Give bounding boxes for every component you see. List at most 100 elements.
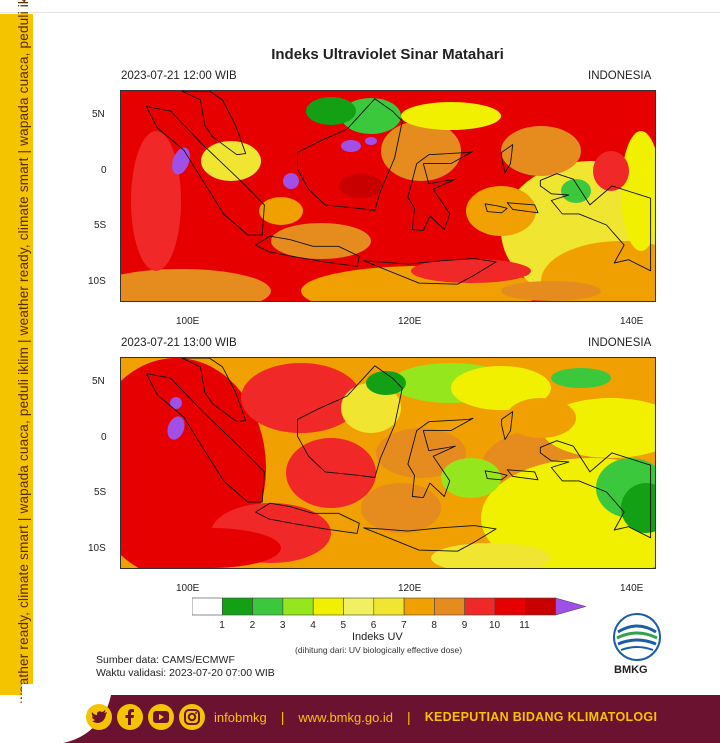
- colorbar-swatch: [494, 597, 526, 616]
- lat-tick: 5N: [92, 376, 105, 387]
- lat-tick: 5N: [92, 109, 105, 120]
- lat-tick: 5S: [94, 220, 107, 231]
- footer-separator: |: [280, 709, 285, 725]
- uv-colorbar: [192, 597, 587, 616]
- uv-contour-patch: [283, 173, 299, 189]
- lat-tick: 10S: [88, 543, 106, 554]
- lon-tick: 120E: [398, 583, 422, 594]
- colorbar-tick-label: 1: [219, 620, 225, 631]
- uv-contour-patch: [366, 371, 406, 395]
- website-link[interactable]: www.bmkg.go.id: [298, 709, 394, 725]
- uv-contour-patch: [341, 140, 361, 152]
- data-source: Sumber data: CAMS/ECMWF Waktu validasi: …: [96, 654, 275, 680]
- colorbar-swatch: [403, 597, 435, 616]
- top-divider: [0, 12, 720, 13]
- uv-contour-patch: [593, 151, 629, 191]
- coastline: [539, 440, 652, 539]
- uv-contour-patch: [121, 269, 271, 301]
- uv-contour-patch: [561, 179, 591, 203]
- lat-tick: 0: [101, 432, 107, 443]
- bmkg-logo: [613, 613, 661, 661]
- colorbar-tick-label: 10: [489, 620, 501, 631]
- coastline: [181, 358, 247, 423]
- colorbar-swatch: [373, 597, 405, 616]
- colorbar-swatch: [192, 597, 223, 616]
- coastline: [255, 502, 360, 534]
- colorbar-swatch: [343, 597, 375, 616]
- lon-tick: 100E: [176, 583, 200, 594]
- lon-tick: 120E: [398, 316, 422, 327]
- uv-contour-patch: [381, 121, 461, 181]
- colorbar-tick-label: 8: [431, 620, 437, 631]
- colorbar-tick-label: 9: [461, 620, 468, 631]
- uv-contour-patch: [201, 141, 261, 181]
- colorbar-overflow-arrow: [555, 597, 587, 616]
- colorbar-swatch: [221, 597, 253, 616]
- uv-contour-patch: [241, 363, 361, 433]
- colorbar-tick-label: 11: [519, 620, 530, 631]
- uv-contour-patch: [621, 483, 655, 533]
- uv-contour-patch: [411, 259, 531, 283]
- coastline: [255, 235, 360, 267]
- coastline: [501, 144, 514, 173]
- coastline: [145, 373, 265, 503]
- colorbar-tick-label: 7: [401, 620, 407, 631]
- lat-tick: 10S: [88, 276, 106, 287]
- lon-tick: 140E: [620, 583, 644, 594]
- instagram-icon[interactable]: [179, 704, 205, 730]
- colorbar-tick-label: 2: [249, 620, 256, 631]
- colorbar-swatch: [524, 597, 556, 616]
- lon-tick: 140E: [620, 316, 644, 327]
- uv-contour-patch: [551, 368, 611, 388]
- uv-contour-patch: [376, 428, 466, 478]
- panel1-datetime: 2023-07-21 12:00 WIB: [121, 70, 237, 82]
- footer-content: infobmkg | www.bmkg.go.id | KEDEPUTIAN B…: [86, 702, 657, 732]
- coastline: [181, 91, 247, 156]
- coastline: [506, 202, 539, 214]
- twitter-icon[interactable]: [86, 704, 112, 730]
- colorbar-swatch: [282, 597, 314, 616]
- uv-contour-patch: [451, 366, 551, 410]
- coastline: [297, 98, 403, 211]
- coastline: [407, 417, 474, 499]
- social-handle[interactable]: infobmkg: [214, 709, 267, 725]
- uv-contour-patch: [506, 398, 576, 438]
- colorbar-swatch: [252, 597, 284, 616]
- footer-bar: [33, 695, 720, 743]
- uv-contour-patch: [441, 458, 501, 498]
- department-name: KEDEPUTIAN BIDANG KLIMATOLOGI: [424, 710, 658, 724]
- source-line: Sumber data: CAMS/ECMWF: [96, 654, 235, 666]
- side-banner-text: weather ready, climate smart | wapada cu…: [16, 0, 31, 703]
- coastline: [363, 525, 497, 552]
- coastline: [484, 203, 508, 214]
- coastline: [501, 411, 514, 440]
- lat-tick: 5S: [94, 487, 107, 498]
- colorbar-subtitle: (dihitung dari: UV biologically effectiv…: [295, 645, 463, 655]
- uv-contour-patch: [141, 528, 281, 568]
- panel2-region: INDONESIA: [588, 337, 652, 349]
- uv-contour-patch: [286, 438, 376, 508]
- side-banner: [0, 14, 33, 695]
- social-links: [86, 704, 205, 730]
- coastline: [407, 150, 474, 232]
- bmkg-logo-text: BMKG: [614, 664, 648, 676]
- uv-contour-patch: [131, 131, 181, 271]
- youtube-icon[interactable]: [148, 704, 174, 730]
- colorbar-swatch: [312, 597, 344, 616]
- coastline: [539, 173, 652, 272]
- uv-map-noon: [120, 90, 656, 302]
- uv-contour-patch: [501, 281, 601, 301]
- facebook-icon[interactable]: [117, 704, 143, 730]
- uv-map-afternoon: [120, 357, 656, 569]
- lat-tick: 0: [101, 165, 107, 176]
- uv-contour-patch: [621, 131, 655, 251]
- panel1-region: INDONESIA: [588, 70, 652, 82]
- validity-line: Waktu validasi: 2023-07-20 07:00 WIB: [96, 667, 275, 679]
- page-title: Indeks Ultraviolet Sinar Matahari: [271, 46, 504, 63]
- panel2-datetime: 2023-07-21 13:00 WIB: [121, 337, 237, 349]
- uv-contour-patch: [365, 137, 377, 145]
- colorbar-swatch: [464, 597, 496, 616]
- coastline: [506, 469, 539, 481]
- uv-contour-patch: [341, 383, 401, 433]
- uv-contour-patch: [339, 174, 383, 198]
